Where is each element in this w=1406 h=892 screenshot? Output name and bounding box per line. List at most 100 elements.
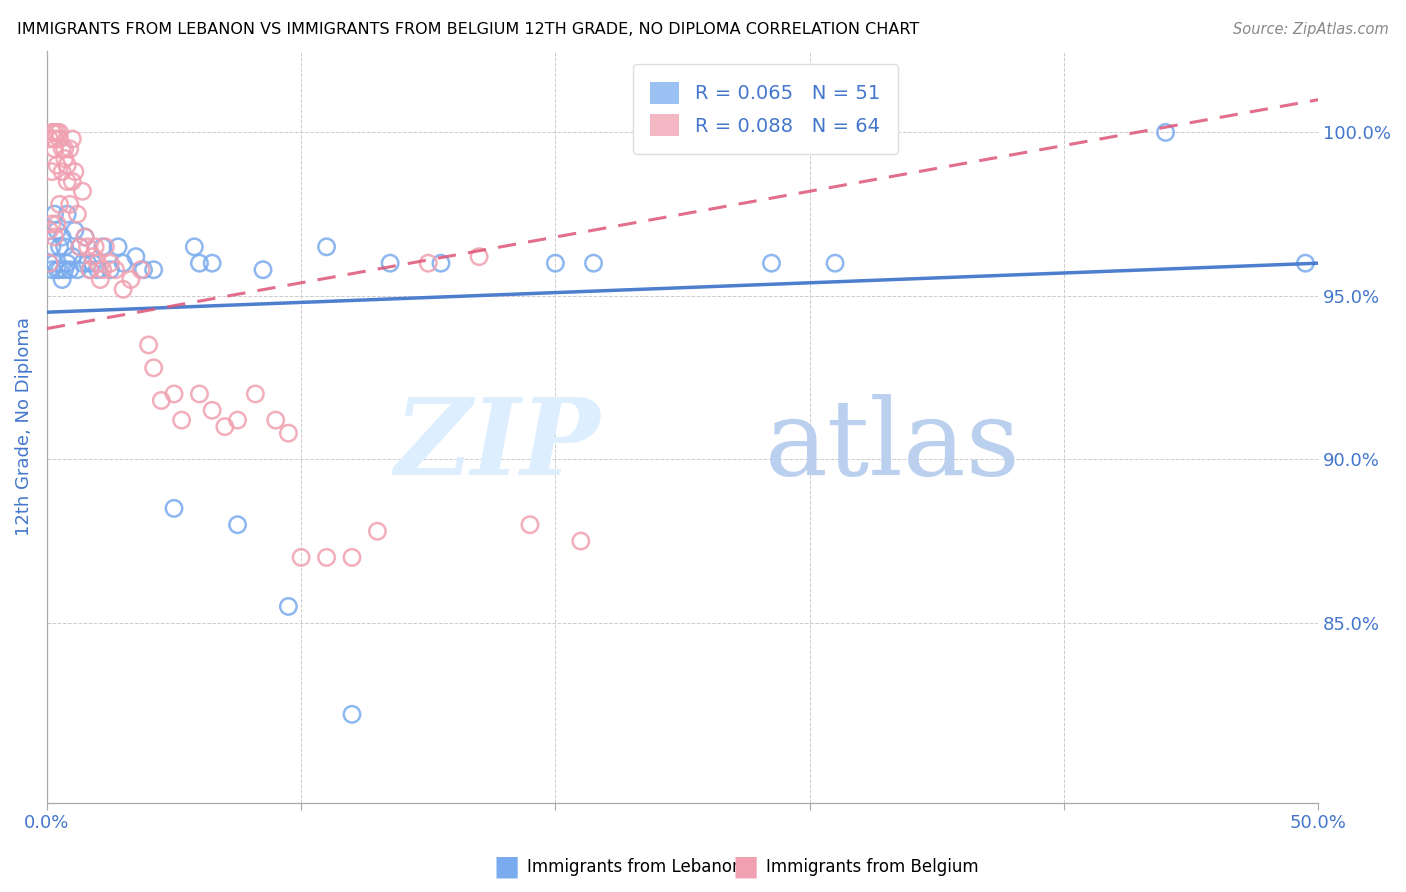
Point xyxy=(519,517,541,532)
Point xyxy=(163,387,186,401)
Point xyxy=(94,240,117,254)
Point xyxy=(60,174,83,188)
Point xyxy=(252,262,274,277)
Point xyxy=(188,256,211,270)
Point xyxy=(87,262,110,277)
Point xyxy=(51,164,73,178)
Point xyxy=(63,164,86,178)
Point xyxy=(66,262,89,277)
Point xyxy=(38,132,60,146)
Point xyxy=(226,517,249,532)
Text: IMMIGRANTS FROM LEBANON VS IMMIGRANTS FROM BELGIUM 12TH GRADE, NO DIPLOMA CORREL: IMMIGRANTS FROM LEBANON VS IMMIGRANTS FR… xyxy=(17,22,920,37)
Point xyxy=(138,338,160,352)
Point xyxy=(290,550,312,565)
Point xyxy=(163,501,186,516)
Point xyxy=(170,413,193,427)
Point xyxy=(277,599,299,614)
Point xyxy=(41,164,63,178)
Point xyxy=(315,550,337,565)
Point xyxy=(340,707,363,722)
Point xyxy=(315,240,337,254)
Point xyxy=(112,256,135,270)
Point xyxy=(53,142,76,156)
Point xyxy=(430,256,453,270)
Point xyxy=(59,262,82,277)
Point xyxy=(51,230,73,244)
Text: Source: ZipAtlas.com: Source: ZipAtlas.com xyxy=(1233,22,1389,37)
Point xyxy=(48,125,70,139)
Point xyxy=(46,217,69,231)
Point xyxy=(824,256,846,270)
Point xyxy=(91,240,114,254)
Point xyxy=(48,197,70,211)
Point xyxy=(38,256,60,270)
Point xyxy=(201,403,224,417)
Point xyxy=(142,360,165,375)
Point xyxy=(84,240,107,254)
Point xyxy=(82,256,104,270)
Point xyxy=(44,256,66,270)
Point xyxy=(38,223,60,237)
Point xyxy=(264,413,287,427)
Point xyxy=(79,262,101,277)
Point xyxy=(38,256,60,270)
Point xyxy=(46,125,69,139)
Y-axis label: 12th Grade, No Diploma: 12th Grade, No Diploma xyxy=(15,318,32,536)
Point xyxy=(82,250,104,264)
Point xyxy=(129,262,152,277)
Point xyxy=(366,524,388,539)
Point xyxy=(125,250,148,264)
Point xyxy=(59,197,82,211)
Point xyxy=(44,125,66,139)
Text: Immigrants from Lebanon: Immigrants from Lebanon xyxy=(527,858,742,876)
Point xyxy=(544,256,567,270)
Point xyxy=(761,256,783,270)
Point xyxy=(53,262,76,277)
Legend: R = 0.065   N = 51, R = 0.088   N = 64: R = 0.065 N = 51, R = 0.088 N = 64 xyxy=(633,64,897,153)
Point xyxy=(72,256,94,270)
Point xyxy=(214,419,236,434)
Point xyxy=(63,223,86,237)
Point xyxy=(69,240,91,254)
Point xyxy=(51,272,73,286)
Point xyxy=(56,207,79,221)
Point xyxy=(226,413,249,427)
Point xyxy=(53,152,76,166)
Point xyxy=(72,184,94,198)
Point xyxy=(468,250,491,264)
Point xyxy=(44,142,66,156)
Text: ZIP: ZIP xyxy=(394,393,600,497)
Point xyxy=(132,262,155,277)
Text: Immigrants from Belgium: Immigrants from Belgium xyxy=(766,858,979,876)
Point xyxy=(48,262,70,277)
Point xyxy=(188,387,211,401)
Point xyxy=(48,240,70,254)
Point xyxy=(56,174,79,188)
Point xyxy=(91,262,114,277)
Point xyxy=(87,256,110,270)
Text: atlas: atlas xyxy=(765,394,1021,497)
Point xyxy=(73,230,96,244)
Point xyxy=(76,240,98,254)
Point xyxy=(582,256,605,270)
Point xyxy=(150,393,173,408)
Point xyxy=(1154,125,1177,139)
Point xyxy=(201,256,224,270)
Point xyxy=(378,256,401,270)
Point xyxy=(51,142,73,156)
Point xyxy=(56,158,79,172)
Point xyxy=(76,256,98,270)
Point xyxy=(89,272,111,286)
Point xyxy=(100,256,122,270)
Point xyxy=(277,426,299,441)
Point xyxy=(44,207,66,221)
Point xyxy=(104,262,127,277)
Point xyxy=(41,240,63,254)
Point xyxy=(183,240,205,254)
Point xyxy=(100,262,122,277)
Point xyxy=(46,262,69,277)
Point xyxy=(107,240,129,254)
Point xyxy=(46,223,69,237)
Point xyxy=(69,240,91,254)
Point xyxy=(120,272,142,286)
